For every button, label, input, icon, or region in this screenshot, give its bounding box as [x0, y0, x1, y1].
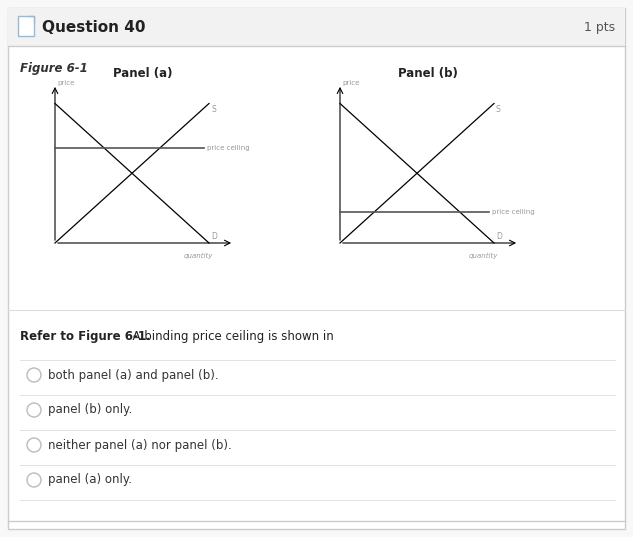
Text: Question 40: Question 40 [42, 19, 146, 34]
Text: S: S [211, 105, 216, 114]
Circle shape [27, 438, 41, 452]
Text: S: S [496, 105, 501, 114]
Text: Panel (a): Panel (a) [113, 67, 172, 80]
Text: quantity: quantity [184, 253, 213, 259]
Text: price ceiling: price ceiling [492, 209, 535, 215]
Text: D: D [496, 232, 502, 241]
Text: both panel (a) and panel (b).: both panel (a) and panel (b). [48, 368, 218, 381]
Bar [8, 8, 625, 46]
Circle shape [27, 473, 41, 487]
Text: panel (a) only.: panel (a) only. [48, 474, 132, 487]
Bar [18, 16, 34, 36]
Text: Refer to Figure 6-1.: Refer to Figure 6-1. [20, 330, 151, 343]
Text: A binding price ceiling is shown in: A binding price ceiling is shown in [125, 330, 334, 343]
Text: price: price [57, 80, 74, 86]
Text: D: D [211, 232, 217, 241]
Text: price: price [342, 80, 360, 86]
Text: Panel (b): Panel (b) [398, 67, 458, 80]
Text: quantity: quantity [469, 253, 498, 259]
Text: 1 pts: 1 pts [584, 20, 615, 33]
Text: price ceiling: price ceiling [207, 146, 250, 151]
Circle shape [27, 403, 41, 417]
Text: panel (b) only.: panel (b) only. [48, 403, 132, 417]
Text: Figure 6-1: Figure 6-1 [20, 62, 88, 75]
Circle shape [27, 368, 41, 382]
Text: neither panel (a) nor panel (b).: neither panel (a) nor panel (b). [48, 439, 232, 452]
